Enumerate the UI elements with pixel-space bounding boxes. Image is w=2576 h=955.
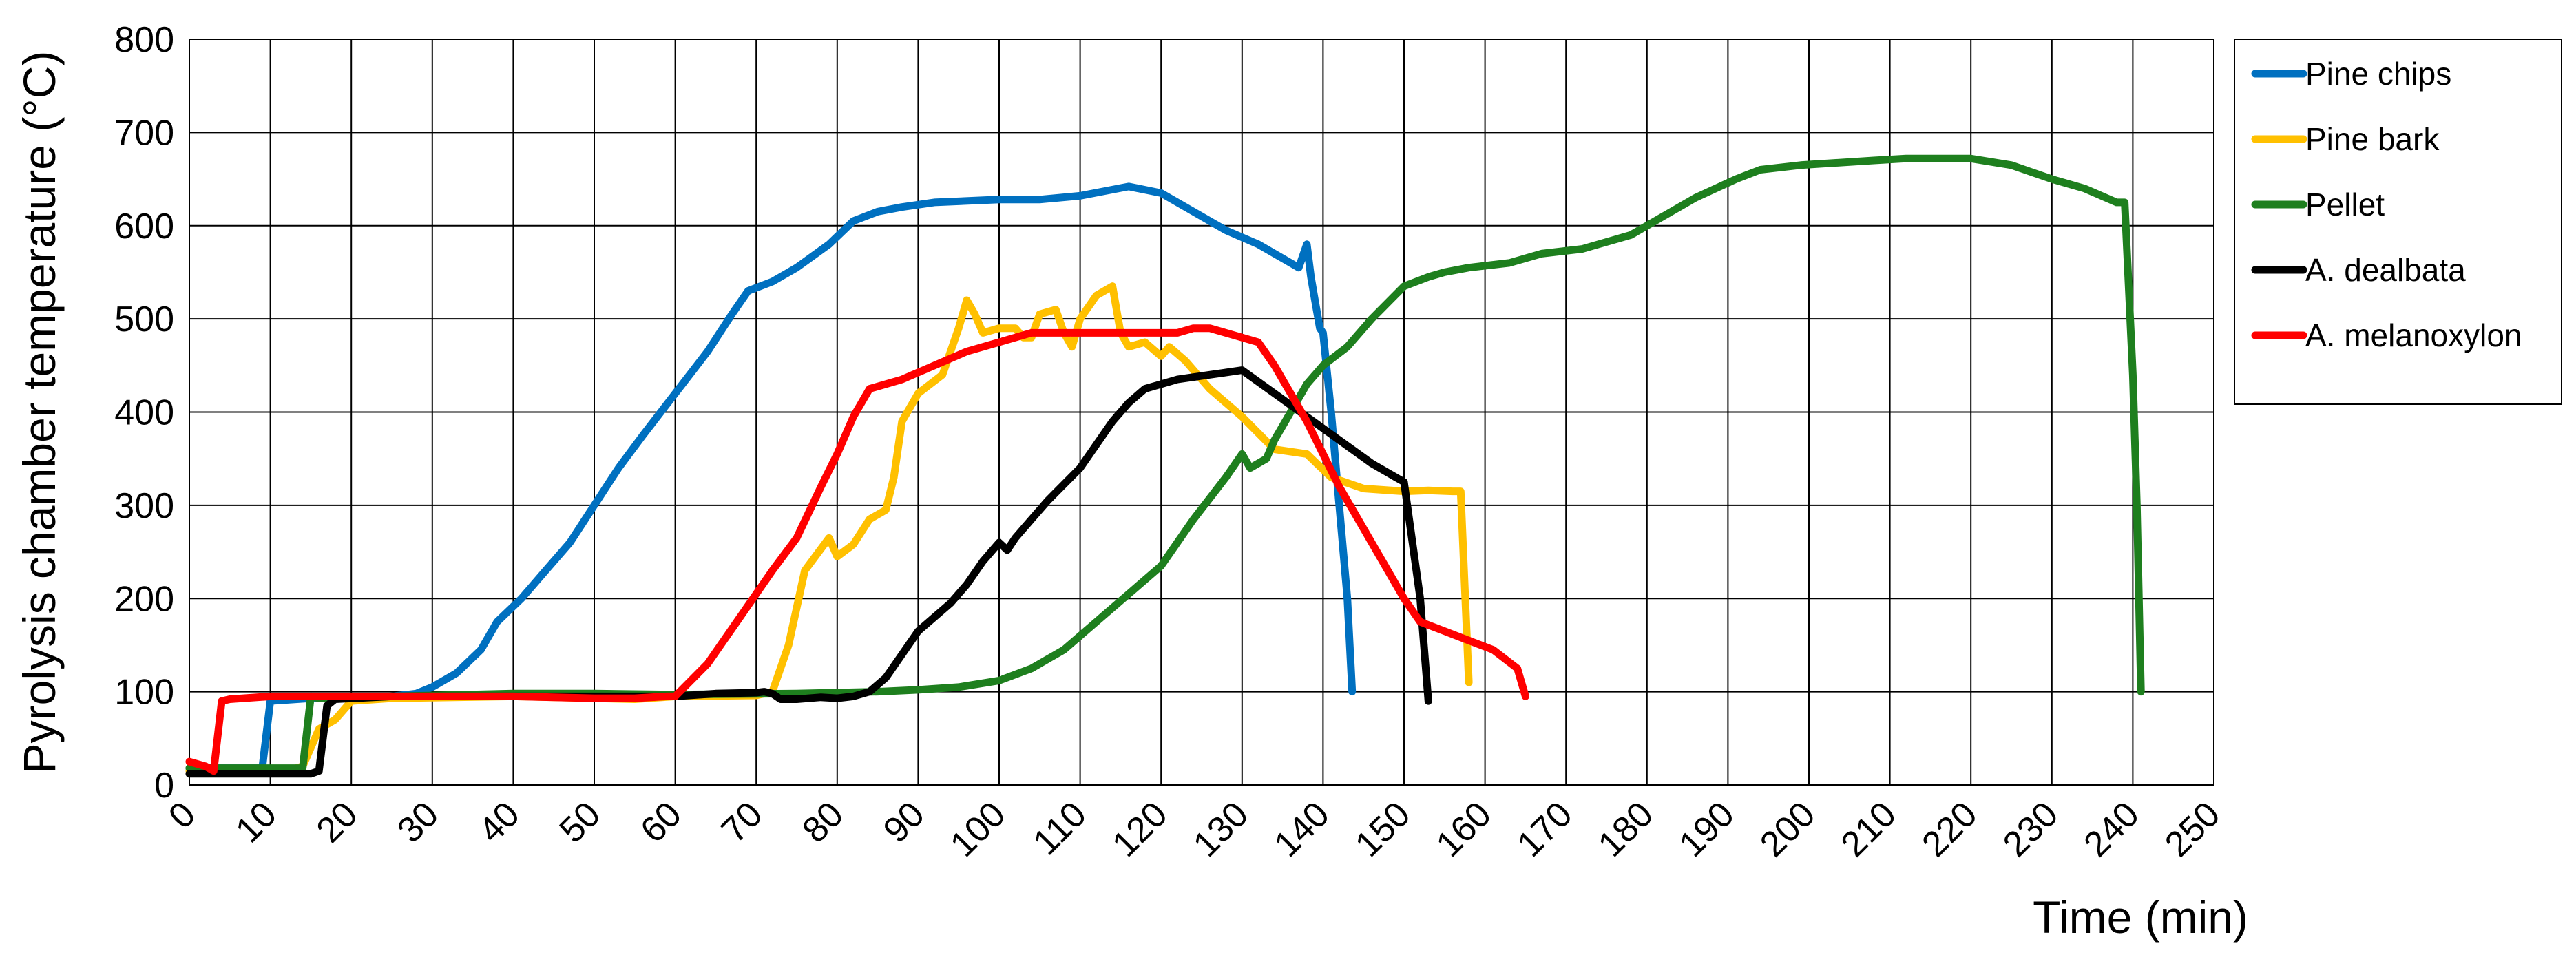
- y-axis-title: Pyrolysis chamber temperature (°C): [14, 51, 65, 774]
- x-tick-label: 220: [1914, 794, 1985, 864]
- x-tick-label: 230: [1996, 794, 2066, 864]
- x-tick-label: 70: [714, 794, 771, 850]
- y-tick-label: 700: [114, 113, 174, 153]
- x-tick-label: 170: [1509, 794, 1580, 864]
- legend-label-a-melanoxylon: A. melanoxylon: [2305, 317, 2522, 353]
- y-tick-label: 500: [114, 300, 174, 339]
- x-tick-label: 190: [1672, 794, 1742, 864]
- legend-label-pellet: Pellet: [2305, 187, 2385, 222]
- series-line-a-melanoxylon: [185, 324, 1529, 775]
- x-tick-label: 150: [1348, 794, 1418, 864]
- grid: [189, 39, 2214, 786]
- x-tick-label: 130: [1186, 794, 1256, 864]
- x-axis-ticks: 0 10 20 30 40 50 60 70 80 90 100 110 120 130 140 150 160…: [161, 794, 2228, 864]
- legend-box: [2234, 39, 2562, 405]
- x-tick-label: 100: [943, 794, 1013, 864]
- x-tick-label: 80: [795, 794, 851, 850]
- y-tick-label: 0: [154, 766, 174, 806]
- series-line-pellet: [185, 154, 2145, 773]
- y-tick-label: 200: [114, 579, 174, 619]
- y-tick-label: 100: [114, 673, 174, 713]
- legend-label-pine-chips: Pine chips: [2305, 56, 2451, 92]
- x-tick-label: 250: [2157, 794, 2228, 864]
- legend: Pine chips Pine bark Pellet A. dealbata A. m…: [2234, 39, 2562, 405]
- x-tick-label: 120: [1104, 794, 1175, 864]
- legend-label-a-dealbata: A. dealbata: [2305, 252, 2466, 288]
- x-tick-label: 90: [876, 794, 932, 850]
- x-tick-label: 200: [1752, 794, 1823, 864]
- x-tick-label: 20: [309, 794, 366, 850]
- x-tick-label: 30: [390, 794, 446, 850]
- y-tick-label: 400: [114, 393, 174, 433]
- x-tick-label: 160: [1429, 794, 1499, 864]
- y-tick-label: 600: [114, 207, 174, 246]
- x-tick-label: 10: [228, 794, 284, 850]
- x-tick-label: 60: [633, 794, 689, 850]
- x-tick-label: 40: [471, 794, 527, 850]
- series-lines: [185, 154, 2145, 778]
- legend-label-pine-bark: Pine bark: [2305, 121, 2440, 157]
- x-axis-title: Time (min): [2033, 892, 2248, 943]
- y-tick-label: 300: [114, 486, 174, 526]
- x-tick-label: 180: [1591, 794, 1661, 864]
- series-line-pine-chips: [185, 182, 1357, 773]
- x-tick-label: 140: [1267, 794, 1337, 864]
- x-tick-label: 210: [1834, 794, 1904, 864]
- y-axis-ticks: 0 100 200 300 400 500 600 700 800: [114, 20, 174, 806]
- x-tick-label: 110: [1025, 794, 1094, 863]
- x-tick-label: 240: [2077, 794, 2147, 864]
- x-tick-label: 50: [552, 794, 609, 850]
- y-tick-label: 800: [114, 20, 174, 60]
